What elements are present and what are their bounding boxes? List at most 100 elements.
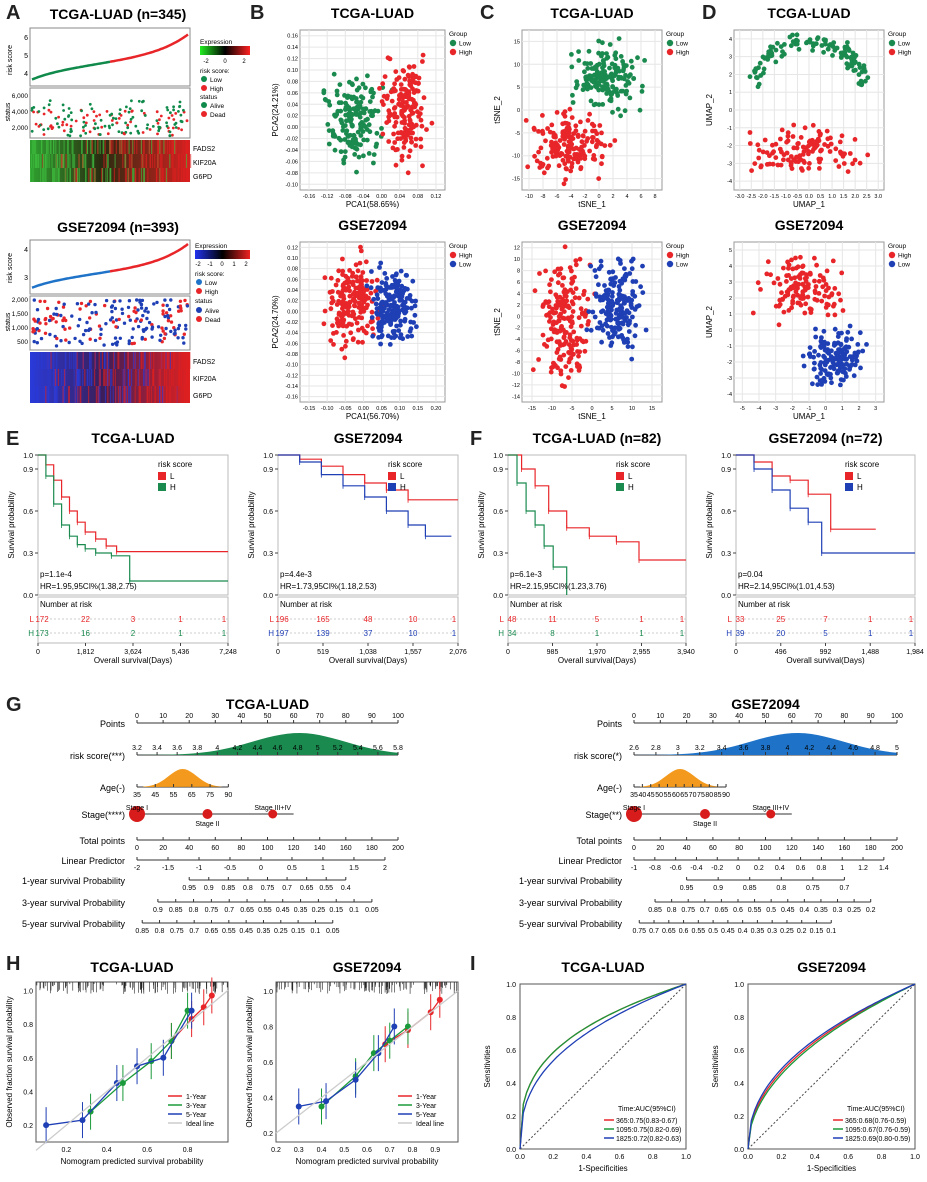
nomogram-tick-label: 3.4 [717,745,727,752]
heatmap-stripe [105,154,107,168]
status-dot [174,112,178,115]
risk-count: 1 [222,615,227,624]
scatter-point [762,137,768,143]
scatter-point [561,327,566,333]
scatter-point [394,271,399,277]
risk-row-label: H [498,629,504,638]
scatter-point [398,332,404,337]
scatter-point [394,323,399,329]
plot-frame [35,981,229,1143]
status-dot [107,124,111,128]
status-dot [49,110,53,114]
heatmap-stripe [144,352,146,369]
heatmap-stripe [148,369,150,386]
p-value: p=0.04 [738,570,763,579]
scatter-point [847,367,852,372]
scatter-point [563,166,569,171]
scatter-point [548,315,553,320]
status-dot [182,341,186,345]
scatter-point [576,315,582,321]
status-dot [113,336,118,340]
scatter-point [377,305,383,311]
scatter-point [379,324,384,330]
heatmap-stripe [124,386,127,403]
nomogram-tick-label: 70 [316,713,324,720]
x-tick-label: 0.10 [394,406,405,412]
y-tick-label: 0.6 [493,509,503,516]
heatmap-stripe [187,140,189,154]
nomogram-tick-label: 4.6 [848,745,858,752]
scatter-point [379,313,384,318]
nomogram-tick-label: 50 [655,792,663,799]
status-dot [176,326,181,331]
nomogram-tick-label: 3.2 [132,745,142,752]
scatter-point [633,279,639,284]
status-dot [52,312,56,316]
heatmap-stripe [42,154,44,168]
stage-label: Stage I [623,805,645,812]
x-tick-label: 5,436 [172,649,190,656]
nomogram-tick-label: -0.4 [690,865,702,872]
status-dot [111,320,116,324]
scatter-point [600,40,605,46]
heatmap-stripe [107,154,109,168]
risk-count: 1 [868,629,873,638]
legend-label: Low [676,41,688,48]
x-tick-label: 992 [820,649,832,656]
scatter-point [785,133,791,139]
x-tick-label: 0.4 [810,1154,820,1161]
scatter-point [605,301,611,306]
scatter-point [552,142,558,148]
y-tick-label: 3 [729,55,732,61]
scatter-point [825,46,831,52]
y-tick-label: 0.0 [721,593,731,600]
scatter-point [791,122,797,128]
heatmap-stripe [113,352,116,369]
panel-d-umap-gse: GSE72094-5 -4 -3 -2 -1 0 1 2 3543210-1-2-3-4UMAP… [705,217,912,421]
x-tick-label: -10 [525,194,533,200]
scatter-point [562,384,567,389]
nomogram-tick-label: 0.2 [866,907,876,914]
x-tick-label: -0.16 [303,194,316,200]
scatter-point [845,329,851,335]
status-dot [62,302,66,306]
risk-legend-title: risk score: [195,271,225,278]
heatmap-stripe [127,369,130,386]
scatter-point [540,332,546,338]
nomogram-row-label: risk score(***) [70,751,125,761]
legend-dead: Dead [210,112,226,119]
status-dot [102,343,106,347]
heatmap-stripe [174,168,176,182]
scatter-point [398,318,403,324]
scatter-point [775,276,781,281]
scatter-point [794,32,800,38]
nomogram-tick-label: 0.8 [155,928,165,935]
heatmap-stripe [178,154,180,168]
scatter-point [600,84,605,90]
scatter-point [409,111,415,116]
nomogram-tick-label: 60 [788,713,796,720]
heatmap-stripe [134,168,136,182]
scatter-point [812,255,817,261]
heatmap-stripe [101,352,104,369]
scatter-point [389,304,394,309]
x-tick-label: -1.5 [770,194,779,200]
expression-colorbar [195,250,250,259]
x-tick-label: 496 [775,649,787,656]
heatmap-stripe [81,140,83,154]
scatter-point [807,345,813,350]
nomogram-row-label: 1-year survival Probability [22,876,126,886]
scatter-point [560,121,566,127]
scatter-point [567,147,572,153]
scatter-point [568,137,574,143]
x-axis-label: tSNE_1 [578,412,606,421]
scatter-point [596,61,602,67]
status-dot [166,314,170,318]
scatter-point [773,47,779,53]
scatter-point [369,279,375,284]
scatter-point [580,87,586,93]
status-dots [30,99,189,138]
km-curve-H [278,454,452,537]
heatmap-stripe [82,369,84,386]
y-tick-label: 1.0 [263,989,273,996]
